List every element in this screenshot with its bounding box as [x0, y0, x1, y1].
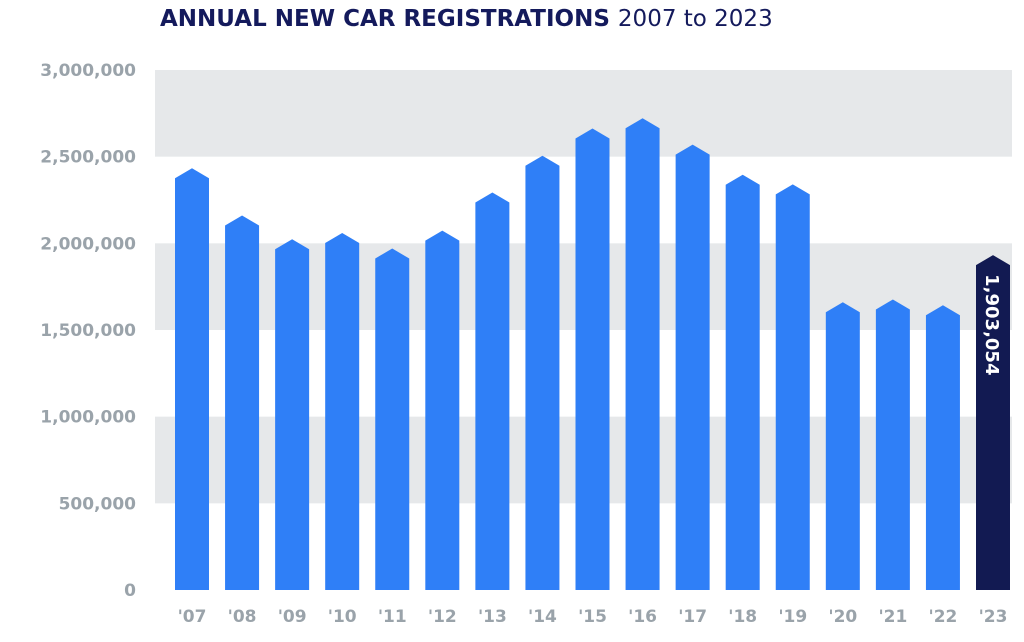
- bar-16: [625, 118, 660, 590]
- bar-12: [425, 230, 460, 590]
- y-axis: 0 500,000 1,000,000 1,500,000 2,000,000 2,500…: [40, 61, 136, 601]
- y-tick-label: 500,000: [59, 494, 137, 514]
- x-tick-label: '13: [478, 607, 507, 627]
- bar-08: [225, 215, 260, 590]
- x-tick-label: '23: [979, 607, 1008, 627]
- x-axis: '07 '08 '09 '10 '11 '12 '13 '14 '15 '16 '17 '18 '19 '…: [178, 607, 1008, 627]
- x-tick-label: '18: [728, 607, 757, 627]
- bar-21: [875, 299, 910, 590]
- bars: 1,903,054: [175, 118, 1010, 590]
- bar-11: [375, 248, 410, 590]
- bar-09: [275, 239, 310, 590]
- bar-17: [675, 144, 710, 590]
- x-tick-label: '08: [228, 607, 257, 627]
- x-tick-label: '11: [378, 607, 407, 627]
- x-tick-label: '17: [678, 607, 707, 627]
- y-tick-label: 2,500,000: [40, 148, 136, 168]
- bar-10: [325, 232, 360, 590]
- x-tick-label: '22: [929, 607, 958, 627]
- x-tick-label: '21: [878, 607, 907, 627]
- x-tick-label: '07: [178, 607, 207, 627]
- bar-20: [825, 302, 860, 590]
- x-tick-label: '12: [428, 607, 457, 627]
- bar-14: [525, 155, 560, 590]
- y-tick-label: 0: [124, 581, 136, 601]
- y-tick-label: 1,000,000: [40, 408, 136, 428]
- y-tick-label: 2,000,000: [40, 234, 136, 254]
- y-tick-label: 1,500,000: [40, 321, 136, 341]
- data-label: 1,903,054: [981, 274, 1002, 375]
- x-tick-label: '10: [328, 607, 357, 627]
- chart-title: ANNUAL NEW CAR REGISTRATIONS 2007 to 2023: [160, 6, 773, 32]
- x-tick-label: '19: [778, 607, 807, 627]
- x-tick-label: '14: [528, 607, 557, 627]
- bar-19: [775, 184, 810, 590]
- bar-22: [925, 305, 960, 590]
- x-tick-label: '16: [628, 607, 657, 627]
- bar-18: [725, 174, 760, 590]
- bar-23: [976, 255, 1010, 590]
- x-tick-label: '20: [828, 607, 857, 627]
- x-tick-label: '09: [278, 607, 307, 627]
- bar-07: [175, 168, 209, 590]
- x-tick-label: '15: [578, 607, 607, 627]
- chart-title-main: ANNUAL NEW CAR REGISTRATIONS: [160, 6, 610, 32]
- bar-13: [475, 192, 510, 590]
- bar-15: [575, 128, 610, 590]
- y-tick-label: 3,000,000: [40, 61, 136, 81]
- chart-subtitle: 2007 to 2023: [618, 6, 773, 32]
